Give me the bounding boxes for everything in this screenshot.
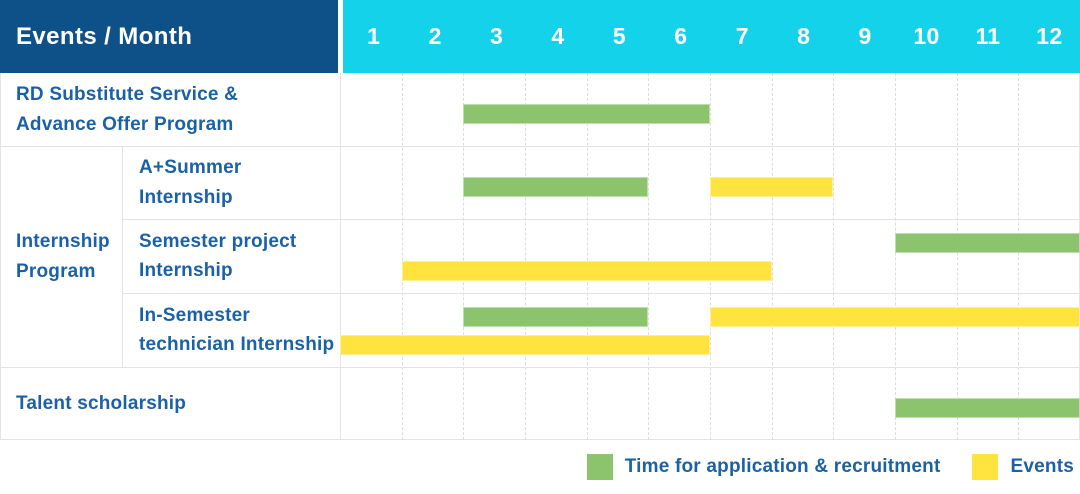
month-gridline (771, 73, 773, 440)
month-header-cell-1: 1 (367, 23, 381, 49)
legend-label-events: Events (1010, 456, 1074, 477)
month-gridline (833, 73, 835, 440)
row-separator (123, 219, 1080, 220)
table-header-title: Events / Month (0, 0, 338, 73)
month-header-cell-11: 11 (975, 23, 1001, 49)
label-month-divider (340, 73, 341, 440)
month-gridline (956, 73, 958, 440)
legend-label-application: Time for application & recruitment (624, 456, 941, 477)
month-header-cell-12: 12 (1036, 23, 1063, 49)
row-label-a-summer-internship: A+Summer Internship (139, 157, 242, 208)
month-gridline (895, 73, 896, 440)
month-header-row: 1 2 3 4 5 6 7 8 9 10 11 12 (343, 0, 1080, 73)
bar-application-m10-m12 (895, 233, 1080, 253)
month-gridline (648, 73, 650, 440)
month-header-cell-6: 6 (674, 23, 688, 49)
month-header-cell-4: 4 (551, 23, 565, 49)
month-header-cell-10: 10 (913, 23, 940, 49)
legend: Time for application & recruitment Event… (0, 440, 1080, 494)
bar-application-m3-m5 (463, 177, 649, 197)
group-label-internship-program: Internship Program (0, 146, 123, 367)
bar-event-m2-m7 (401, 261, 772, 281)
row-label-talent-scholarship: Talent scholarship (16, 392, 187, 414)
month-header-cell-9: 9 (858, 23, 872, 49)
row-label-rd-substitute-service-advance-offer-program: RD Substitute Service & Advance Offer Pr… (16, 84, 239, 135)
row-label-semester-project-internship: Semester project Internship (139, 230, 297, 281)
month-header-cell-3: 3 (490, 23, 504, 49)
bar-event-m7-m12 (710, 307, 1080, 327)
month-gridline (463, 73, 465, 440)
month-header-cell-5: 5 (612, 23, 626, 49)
month-gridline (525, 73, 526, 440)
legend-swatch-events-icon (972, 454, 999, 480)
month-header-cell-2: 2 (428, 23, 442, 49)
month-gridline (710, 73, 711, 440)
legend-swatch-application-icon (586, 454, 613, 480)
month-header-cell-8: 8 (797, 23, 811, 49)
bar-application-m10-m12 (895, 398, 1080, 418)
row-separator (0, 367, 1080, 368)
bar-event-m1-m6 (340, 335, 710, 355)
bar-event-m7-m8 (710, 177, 834, 197)
row-separator (0, 146, 1080, 147)
row-label-in-semester-technician-internship: In-Semester technician Internship (139, 304, 335, 355)
month-gridline (586, 73, 588, 440)
bar-application-m3-m5 (463, 307, 649, 327)
month-gridline (1018, 73, 1020, 440)
month-header-cell-7: 7 (735, 23, 749, 49)
bar-application-m3-m6 (463, 104, 710, 124)
row-separator (123, 293, 1080, 294)
month-gridline (401, 73, 403, 440)
